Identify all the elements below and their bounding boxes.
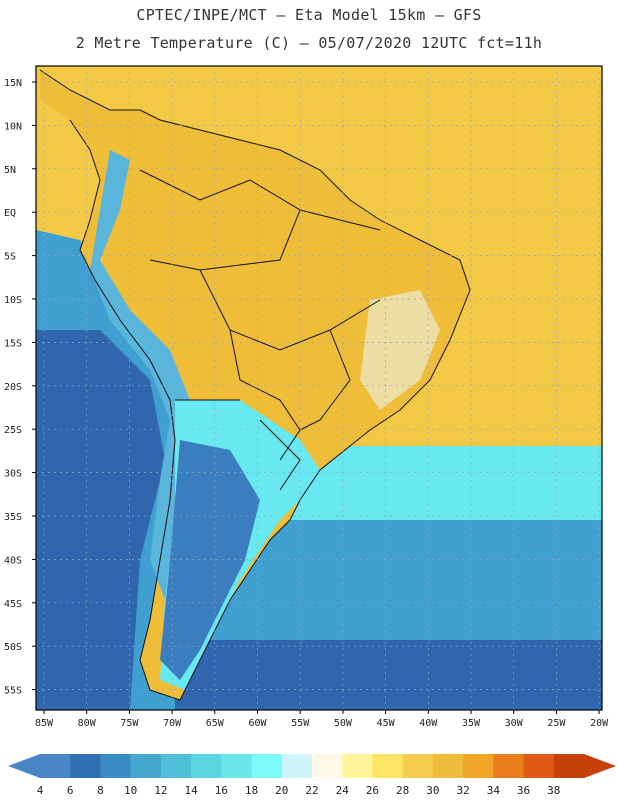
lat-tick-label: EQ [4, 208, 16, 219]
colorbar-swatch [312, 754, 343, 778]
lat-tick-label: 5S [4, 252, 16, 263]
lon-tick-label: 75W [120, 718, 139, 729]
colorbar-swatch [70, 754, 101, 778]
colorbar-swatch [40, 754, 71, 778]
lon-tick-label: 70W [163, 718, 182, 729]
coastline [39, 69, 471, 701]
colorbar-label: 10 [124, 784, 137, 797]
lat-tick-label: 50S [4, 642, 22, 653]
map-subtitle: 2 Metre Temperature (C) – 05/07/2020 12U… [75, 34, 543, 52]
lon-tick-label: 35W [462, 718, 481, 729]
colorbar-label: 4 [37, 784, 44, 797]
colorbar-label: 14 [184, 784, 198, 797]
lat-tick-label: 15S [4, 338, 22, 349]
lat-tick-label: 45S [4, 599, 22, 610]
lat-lon-grid [36, 66, 602, 710]
colorbar-swatch [402, 754, 434, 778]
lon-tick-label: 55W [291, 718, 310, 729]
colorbar-swatch [432, 754, 464, 778]
lat-tick-label: 15N [4, 78, 22, 89]
colorbar-label: 16 [215, 784, 228, 797]
colorbar-low-end [8, 754, 40, 778]
lon-tick-label: 80W [78, 718, 97, 729]
colorbar-label: 26 [366, 784, 379, 797]
lat-tick-label: 10N [4, 121, 22, 132]
lon-tick-label: 45W [377, 718, 396, 729]
lon-tick-label: 85W [35, 718, 54, 729]
colorbar-label: 24 [336, 784, 350, 797]
lat-tick-label: 30S [4, 469, 22, 480]
colorbar-label: 12 [154, 784, 167, 797]
map-frame-border [35, 65, 603, 711]
colorbar-swatch [523, 754, 555, 778]
lat-tick-label: 20S [4, 382, 22, 393]
lon-tick-label: 25W [547, 718, 566, 729]
map-title: CPTEC/INPE/MCT – Eta Model 15km – GFS [136, 6, 482, 24]
colorbar-swatch [251, 754, 283, 778]
colorbar-label: 34 [487, 784, 501, 797]
colorbar-swatch [130, 754, 162, 778]
longitude-axis: 85W 80W 75W 70W 65W 60W 55W 50W 45W 40W 35W 30W 25W 2… [35, 710, 609, 729]
colorbar-swatch [160, 754, 192, 778]
colorbar-swatch [221, 754, 253, 778]
colorbar-swatch [191, 754, 222, 778]
colorbar-swatch [100, 754, 132, 778]
lon-tick-label: 20W [590, 718, 609, 729]
colorbar-label: 18 [245, 784, 258, 797]
brazil-highland-cool [360, 290, 440, 410]
map-plot-area [36, 66, 602, 710]
colorbar-label: 20 [275, 784, 288, 797]
andes-cool-strip [90, 150, 200, 600]
pacific-mid-ocean [36, 330, 165, 710]
lat-tick-label: 55S [4, 686, 22, 697]
lon-tick-label: 40W [419, 718, 438, 729]
lat-tick-label: 35S [4, 512, 22, 523]
colorbar-label: 38 [547, 784, 560, 797]
colorbar-label: 28 [396, 784, 409, 797]
colorbar-label: 8 [97, 784, 104, 797]
colorbar-swatch [553, 754, 585, 778]
lon-tick-label: 60W [248, 718, 267, 729]
colorbar-label: 22 [305, 784, 318, 797]
lon-tick-label: 30W [505, 718, 524, 729]
colorbar: 4 6 8 10 12 14 16 18 20 22 24 26 28 30 32 34 36 38 [8, 754, 616, 797]
colorbar-label: 30 [426, 784, 439, 797]
colorbar-swatch [372, 754, 404, 778]
patagonia-cold [160, 440, 260, 680]
latitude-axis: 15N 10N 5N EQ 5S 10S 15S 20S 25S 30S 35S 40S 45S 50S 5… [4, 78, 36, 697]
lat-tick-label: 10S [4, 295, 22, 306]
lat-tick-label: 25S [4, 425, 22, 436]
south-america-landmass [40, 70, 470, 700]
lat-tick-label: 5N [4, 165, 16, 176]
lon-tick-label: 65W [206, 718, 225, 729]
colorbar-label: 32 [456, 784, 469, 797]
colorbar-swatch [493, 754, 525, 778]
colorbar-high-end [584, 754, 616, 778]
colorbar-swatch [342, 754, 373, 778]
colorbar-swatch [463, 754, 494, 778]
colorbar-label: 6 [67, 784, 74, 797]
colorbar-swatch [281, 754, 313, 778]
colorbar-label: 36 [517, 784, 530, 797]
lat-tick-label: 40S [4, 555, 22, 566]
lon-tick-label: 50W [334, 718, 353, 729]
